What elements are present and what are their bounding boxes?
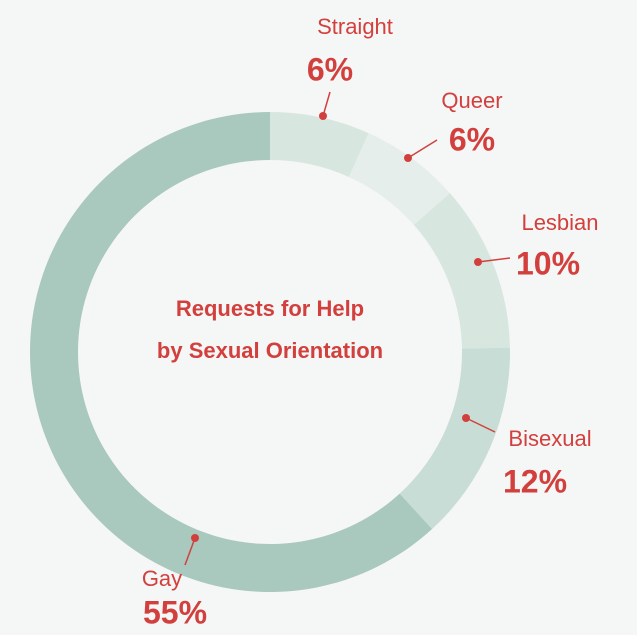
value-label: 55%	[143, 594, 207, 630]
leader-dot	[319, 112, 327, 120]
category-label: Queer	[441, 88, 502, 113]
donut-segment	[30, 112, 433, 592]
donut-segment	[270, 112, 369, 177]
value-label: 6%	[449, 121, 495, 157]
value-label: 12%	[503, 463, 567, 499]
leader-line	[477, 257, 511, 263]
donut-segment	[399, 347, 510, 530]
donut-segment	[348, 133, 450, 225]
chart-title: Requests for Help	[176, 296, 364, 321]
category-label: Straight	[317, 14, 393, 39]
chart-title: by Sexual Orientation	[157, 338, 383, 363]
leader-dot	[462, 414, 470, 422]
leader-line	[465, 417, 496, 433]
donut-segment	[413, 193, 510, 349]
leader-dot	[474, 258, 482, 266]
leader-dot	[191, 534, 199, 542]
category-label: Lesbian	[521, 210, 598, 235]
category-label: Bisexual	[508, 426, 591, 451]
leader-line	[407, 139, 438, 159]
value-label: 6%	[307, 51, 353, 87]
value-label: 10%	[516, 245, 580, 281]
leader-line	[322, 91, 331, 117]
category-label: Gay	[142, 566, 182, 591]
leader-line	[184, 537, 196, 566]
leader-dot	[404, 154, 412, 162]
